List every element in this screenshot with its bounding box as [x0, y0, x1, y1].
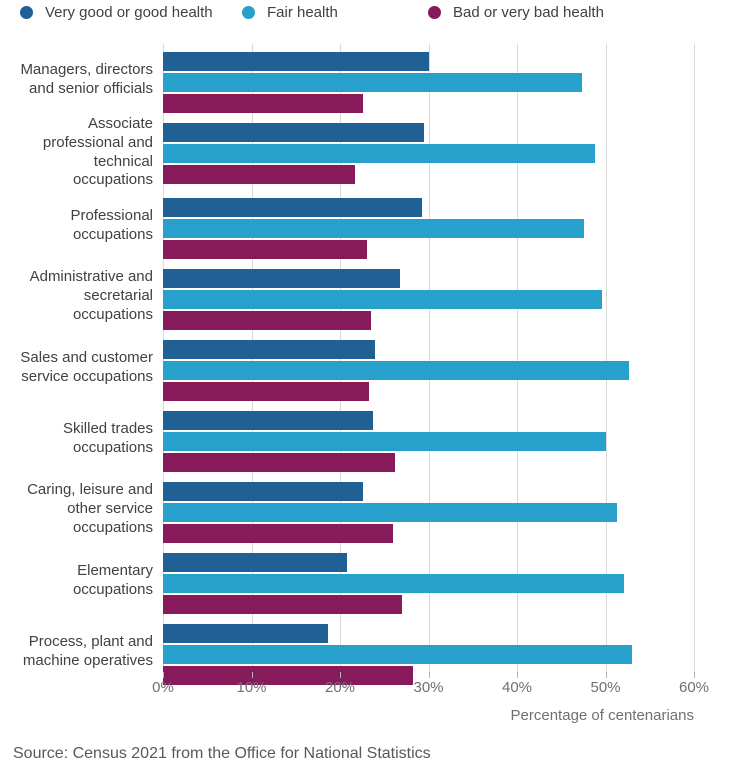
axis-tick-label: 10% [236, 679, 267, 696]
legend-dot-icon [428, 6, 441, 19]
axis-tick-label: 40% [501, 679, 533, 696]
source-text: Source: Census 2021 from the Office for … [13, 745, 431, 762]
x-axis-ticks [163, 672, 695, 678]
bar [163, 269, 401, 288]
axis-tick [517, 672, 518, 678]
category-label: Process, plant and machine operatives [22, 632, 153, 669]
legend-label: Bad or very bad health [453, 4, 604, 21]
bars-cell [163, 616, 694, 687]
category-row: Associate professional and technical occ… [0, 115, 694, 190]
gridline [428, 44, 430, 672]
bars-cell [163, 545, 694, 616]
category-label: Administrative and secretarial occupatio… [29, 268, 153, 323]
axis-tick-label: 50% [590, 679, 621, 696]
category-label: Sales and customer service occupations [20, 348, 153, 385]
category-label-cell: Caring, leisure and other service occupa… [0, 474, 163, 545]
gridline [517, 44, 518, 672]
category-label-cell: Process, plant and machine operatives [0, 616, 163, 687]
legend-item: Fair health [242, 4, 338, 21]
axis-tick-label: 60% [678, 679, 710, 696]
bars-cell [163, 403, 694, 474]
bar [163, 624, 328, 643]
bar [163, 595, 402, 614]
bars-cell [163, 261, 694, 332]
category-row: Administrative and secretarial occupatio… [0, 261, 694, 332]
bar [163, 52, 430, 71]
category-row: Caring, leisure and other service occupa… [0, 474, 694, 545]
category-row: Managers, directors and senior officials [0, 44, 694, 115]
bars-cell [163, 474, 694, 545]
bars-cell [163, 44, 694, 115]
bar [163, 198, 423, 217]
category-label-cell: Professional occupations [0, 190, 163, 261]
bar-rows: Managers, directors and senior officials… [0, 44, 694, 685]
axis-tick [340, 672, 341, 678]
bar [163, 73, 583, 92]
bar [163, 311, 371, 330]
axis-tick-label: 0% [152, 679, 174, 696]
bar [163, 574, 625, 593]
legend-dot-icon [20, 6, 33, 19]
axis-tick [428, 672, 430, 678]
category-label-cell: Elementary occupations [0, 545, 163, 616]
axis-tick-label: 20% [324, 679, 356, 696]
bar [163, 123, 425, 142]
bar [163, 503, 617, 522]
gridline [605, 44, 607, 672]
bar [163, 411, 373, 430]
category-label: Associate professional and technical occ… [42, 115, 153, 189]
category-label-cell: Associate professional and technical occ… [0, 115, 163, 190]
axis-tick-label: 30% [413, 679, 444, 696]
bars-cell [163, 190, 694, 261]
legend-label: Fair health [267, 4, 338, 21]
category-row: Professional occupations [0, 190, 694, 261]
bar [163, 524, 394, 543]
bar [163, 666, 414, 685]
category-label-cell: Skilled trades occupations [0, 403, 163, 474]
legend-dot-icon [242, 6, 255, 19]
bar [163, 382, 370, 401]
axis-tick [605, 672, 607, 678]
bar [163, 290, 602, 309]
category-label-cell: Managers, directors and senior officials [0, 44, 163, 115]
category-row: Elementary occupations [0, 545, 694, 616]
x-axis-title: Percentage of centenarians [510, 707, 694, 724]
category-row: Sales and customer service occupations [0, 332, 694, 403]
category-row: Skilled trades occupations [0, 403, 694, 474]
bar [163, 432, 606, 451]
bars-cell [163, 332, 694, 403]
bar [163, 361, 630, 380]
category-label-cell: Administrative and secretarial occupatio… [0, 261, 163, 332]
bar [163, 94, 363, 113]
category-label: Caring, leisure and other service occupa… [27, 481, 153, 536]
bar [163, 165, 356, 184]
bar [163, 240, 367, 259]
bar [163, 553, 348, 572]
category-row: Process, plant and machine operatives [0, 616, 694, 687]
bars-cell [163, 115, 694, 190]
legend-item: Bad or very bad health [428, 4, 604, 21]
bar [163, 340, 375, 359]
x-axis-tick-labels: 0% 10% 20% 30% 40% 50% 60% [152, 679, 709, 697]
legend-label: Very good or good health [45, 4, 213, 21]
category-label: Skilled trades occupations [62, 419, 153, 456]
bar [163, 482, 363, 501]
category-label: Elementary occupations [72, 561, 153, 598]
bar [163, 144, 595, 163]
category-label: Managers, directors and senior officials [20, 60, 153, 97]
axis-tick [251, 672, 253, 678]
category-label-cell: Sales and customer service occupations [0, 332, 163, 403]
category-label: Professional occupations [70, 206, 153, 243]
axis-tick [163, 672, 164, 678]
bar [163, 453, 395, 472]
gridline [694, 44, 695, 672]
axis-tick [694, 672, 695, 678]
bar [163, 219, 585, 238]
legend-item: Very good or good health [20, 4, 213, 21]
bar [163, 645, 633, 664]
